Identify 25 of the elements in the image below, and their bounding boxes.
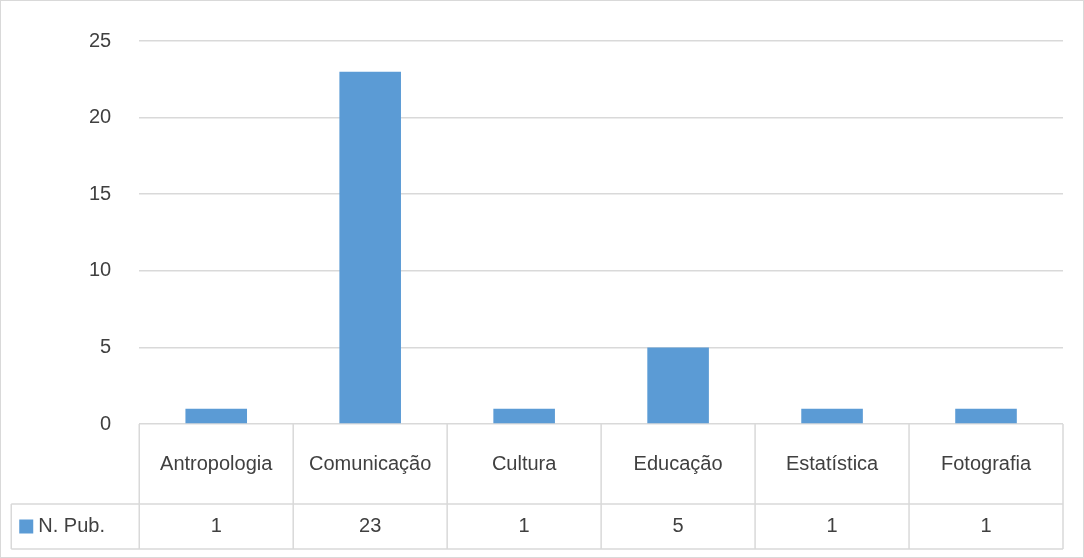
y-tick-label: 10: [89, 258, 112, 281]
data-label: 1: [826, 514, 838, 537]
x-tick-label: Comunicação: [309, 451, 432, 474]
bar: [801, 408, 863, 424]
x-tick-label: Estatística: [785, 451, 880, 474]
data-label: 23: [359, 514, 382, 537]
data-label: 1: [210, 514, 222, 537]
x-tick-label: Cultura: [491, 451, 558, 474]
y-tick-label: 25: [89, 28, 112, 51]
x-tick-label: Antropologia: [160, 451, 274, 474]
bar: [955, 408, 1017, 424]
y-tick-label: 15: [89, 181, 112, 204]
bar: [493, 408, 555, 424]
y-tick-label: 20: [89, 105, 112, 128]
x-tick-label: Fotografia: [940, 451, 1032, 474]
y-tick-label: 5: [100, 334, 112, 357]
bar: [339, 71, 401, 424]
data-label: 5: [672, 514, 684, 537]
x-tick-label: Educação: [633, 451, 723, 474]
y-tick-label: 0: [100, 411, 112, 434]
bar: [185, 408, 248, 424]
bar: [647, 347, 709, 424]
data-label: 1: [518, 514, 530, 537]
data-label: 1: [980, 514, 992, 537]
legend-label: N. Pub.: [38, 514, 105, 537]
